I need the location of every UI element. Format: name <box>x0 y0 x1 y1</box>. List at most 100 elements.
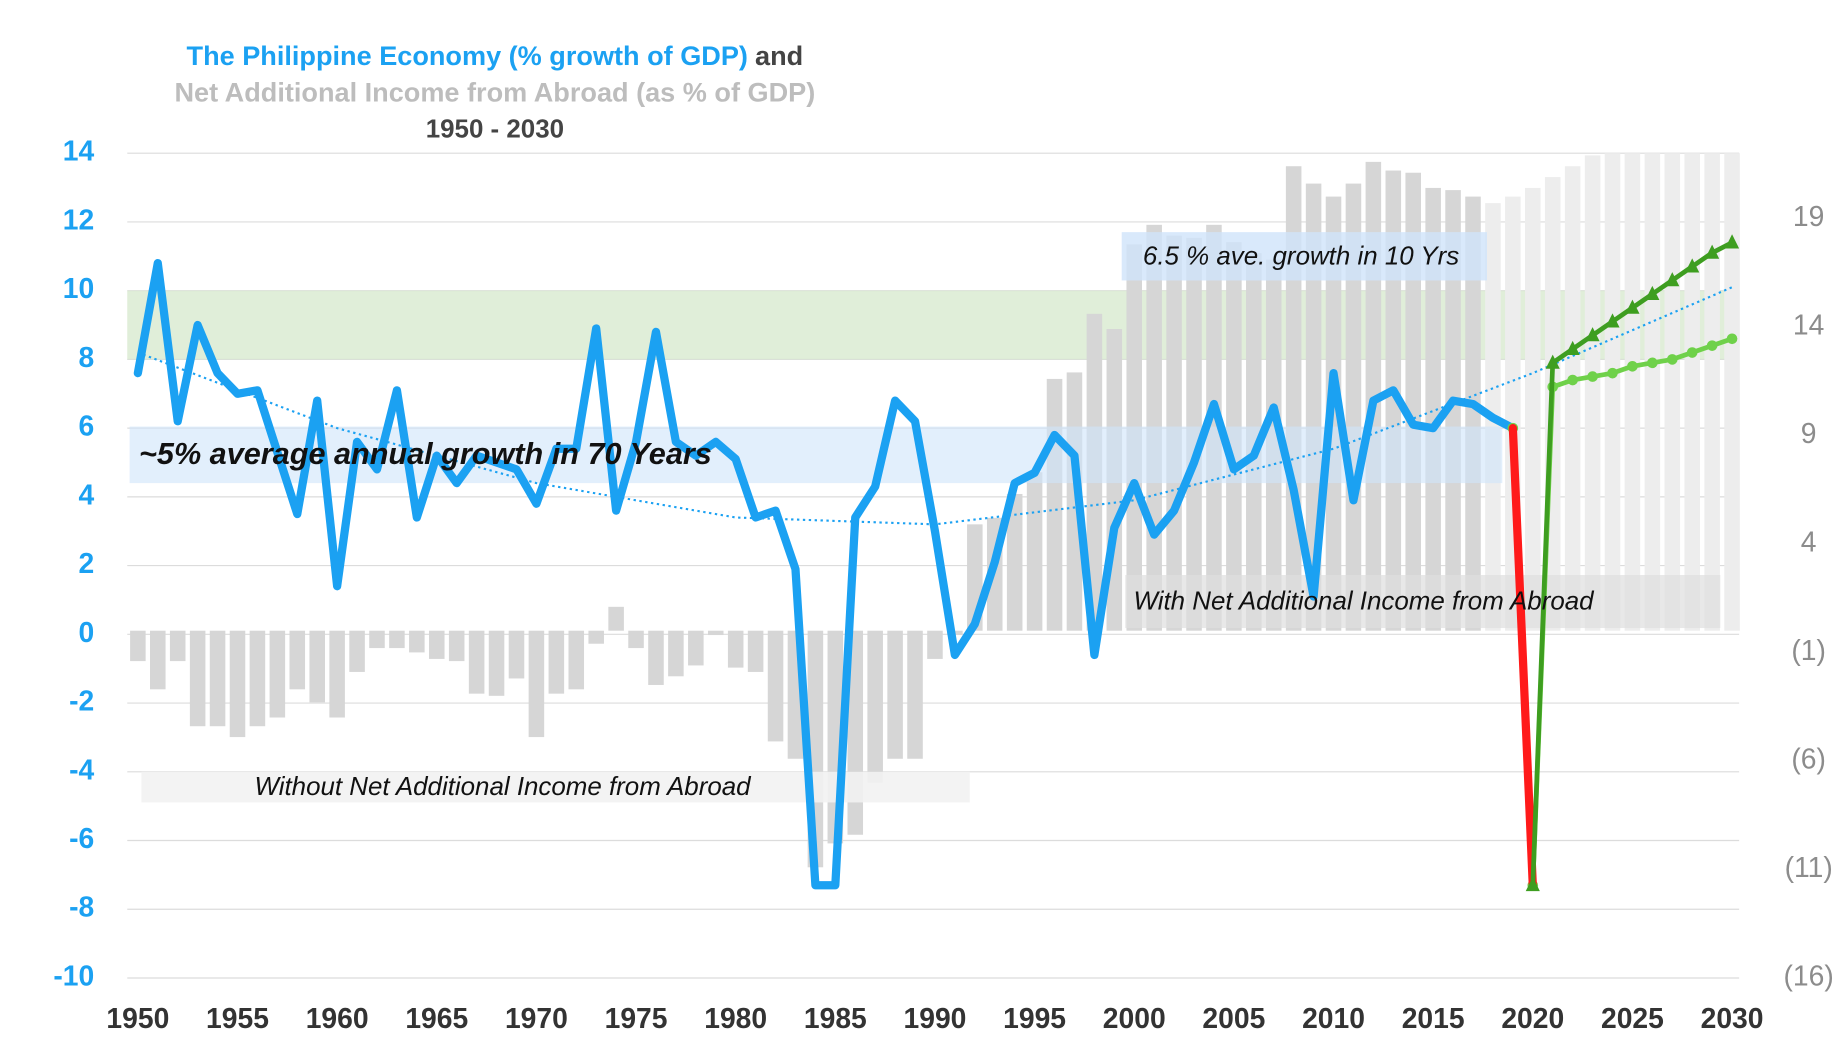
bar <box>1684 153 1700 631</box>
bar <box>1724 153 1740 631</box>
bar <box>309 630 325 703</box>
marker <box>1645 285 1660 300</box>
marker <box>1686 347 1698 358</box>
bar <box>628 630 644 649</box>
y-tick-label: 6 <box>79 410 95 442</box>
bar <box>1664 153 1681 631</box>
y-tick-label: 0 <box>79 616 95 648</box>
title-suffix: and <box>755 40 803 71</box>
bar <box>1644 153 1661 631</box>
bar <box>428 630 445 659</box>
bar <box>548 630 565 694</box>
y2-tick-label: (1) <box>1791 634 1826 666</box>
y-tick-label: 12 <box>63 203 94 235</box>
bar <box>169 630 186 662</box>
y-tick-label: -8 <box>69 891 94 923</box>
bar <box>1584 155 1601 631</box>
marker <box>1545 354 1560 369</box>
bar <box>1564 166 1581 631</box>
bar <box>249 630 266 727</box>
title-main: The Philippine Economy (% growth of GDP) <box>187 40 748 71</box>
annotation: 6.5 % ave. growth in 10 Yrs <box>1143 242 1459 270</box>
bar <box>468 630 485 694</box>
x-tick-label: 1985 <box>804 1002 867 1034</box>
y-tick-label: -4 <box>69 753 94 785</box>
y-tick-label: 10 <box>63 272 94 304</box>
bar <box>189 630 206 727</box>
y2-tick-label: 19 <box>1793 200 1824 232</box>
bar <box>767 630 784 742</box>
bar <box>1345 183 1362 631</box>
marker <box>1665 272 1680 287</box>
bar <box>1525 187 1541 631</box>
y2-tick-label: (11) <box>1785 851 1833 883</box>
x-tick-label: 2000 <box>1103 1002 1166 1034</box>
bar <box>588 630 604 644</box>
marker <box>1607 367 1618 379</box>
bar <box>668 630 684 677</box>
bar <box>867 630 883 783</box>
x-tick-label: 2005 <box>1202 1002 1265 1034</box>
bar <box>349 630 365 672</box>
marker <box>1587 371 1598 382</box>
x-tick-label: 1950 <box>106 1002 169 1034</box>
bar <box>907 630 923 759</box>
y-tick-label: -10 <box>53 959 94 991</box>
y2-tick-label: 4 <box>1801 525 1817 557</box>
bar <box>1385 170 1402 631</box>
x-tick-label: 1960 <box>306 1002 369 1034</box>
bar <box>1604 153 1621 631</box>
bar <box>747 630 764 672</box>
marker <box>1625 299 1640 314</box>
x-tick-label: 1975 <box>605 1002 668 1034</box>
y-tick-label: -6 <box>69 822 94 854</box>
chart-title: The Philippine Economy (% growth of GDP)… <box>187 40 804 71</box>
marker <box>1605 313 1620 328</box>
bar <box>1026 472 1043 631</box>
x-tick-label: 1990 <box>904 1002 967 1034</box>
marker <box>1724 234 1740 249</box>
bar <box>648 630 664 685</box>
bar <box>130 630 146 662</box>
y2-tick-label: (6) <box>1791 742 1826 774</box>
bar <box>608 606 624 631</box>
bar <box>1006 493 1023 631</box>
x-tick-label: 1970 <box>505 1002 568 1034</box>
chart-subtitle: Net Additional Income from Abroad (as % … <box>174 76 815 107</box>
bar <box>1445 190 1461 631</box>
y2-tick-label: 14 <box>1793 308 1824 340</box>
y-tick-label: 2 <box>79 547 95 579</box>
x-tick-label: 1980 <box>704 1002 767 1034</box>
y-tick-label: -2 <box>69 685 94 717</box>
bar <box>369 630 385 649</box>
bar <box>688 630 704 666</box>
y-tick-label: 14 <box>63 135 95 167</box>
line <box>133 259 1517 890</box>
bar <box>568 630 585 690</box>
bar <box>1624 153 1641 631</box>
y-tick-label: 4 <box>79 478 95 510</box>
bar <box>269 630 286 718</box>
bar <box>707 630 724 636</box>
bar <box>927 630 943 659</box>
bar <box>1405 172 1421 631</box>
line <box>1508 424 1537 890</box>
bar <box>389 630 405 649</box>
x-tick-label: 2015 <box>1402 1002 1465 1034</box>
y2-tick-label: (16) <box>1784 959 1834 991</box>
bar <box>488 630 505 696</box>
chart-period: 1950 - 2030 <box>426 116 564 144</box>
annotation: ~5% average annual growth in 70 Years <box>139 437 712 471</box>
bar <box>887 630 903 759</box>
x-tick-label: 1995 <box>1003 1002 1066 1034</box>
bar <box>1465 196 1481 631</box>
marker <box>1627 360 1638 372</box>
x-tick-label: 2030 <box>1701 1002 1764 1034</box>
x-tick-label: 2020 <box>1501 1002 1564 1034</box>
bar <box>528 630 545 738</box>
x-tick-label: 2010 <box>1302 1002 1365 1034</box>
bar <box>1046 378 1063 631</box>
bar <box>150 630 166 690</box>
marker <box>1567 374 1578 386</box>
